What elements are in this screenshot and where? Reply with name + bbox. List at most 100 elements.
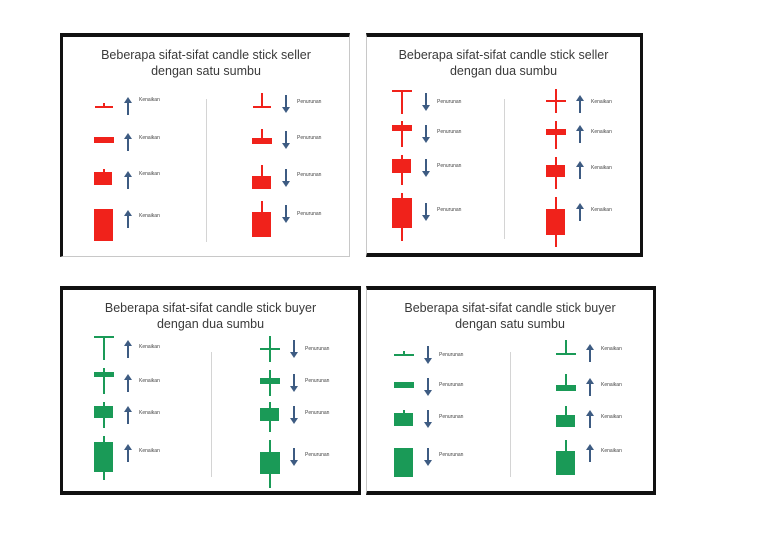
entry-label: Penurunan — [437, 207, 462, 213]
arrow-down-icon — [282, 95, 290, 113]
candlestick-icon — [391, 121, 413, 153]
candle-entry: Kenaikan — [545, 121, 640, 167]
candle-entry: Penurunan — [391, 155, 511, 201]
panel-buyer-two-wick: Beberapa sifat-sifat candle stick buyer … — [60, 286, 361, 495]
arrow-up-icon — [124, 210, 132, 228]
entry-label: Kenaikan — [591, 207, 612, 213]
entry-label: Penurunan — [439, 414, 464, 420]
entry-label: Kenaikan — [139, 171, 160, 177]
entry-label: Penurunan — [297, 99, 322, 105]
candle-entry: Penurunan — [393, 344, 513, 390]
arrow-down-icon — [424, 378, 432, 396]
candlestick-icon — [545, 157, 567, 191]
candlestick-icon — [545, 121, 567, 153]
candlestick-icon — [393, 344, 415, 390]
arrow-down-icon — [424, 346, 432, 364]
arrow-down-icon — [290, 340, 298, 358]
panel-seller-two-wick: Beberapa sifat-sifat candle stick seller… — [366, 33, 643, 257]
entry-label: Kenaikan — [601, 414, 622, 420]
candle-entry: Penurunan — [393, 408, 513, 454]
entry-label: Kenaikan — [139, 135, 160, 141]
candle-entry: Kenaikan — [545, 89, 640, 135]
candlestick-icon — [393, 378, 415, 424]
candle-entry: Penurunan — [393, 378, 513, 424]
candle-entry: Kenaikan — [93, 169, 213, 215]
entry-label: Penurunan — [297, 172, 322, 178]
panel-title-line2: dengan dua sumbu — [449, 64, 558, 78]
candle-entry: Kenaikan — [555, 440, 653, 486]
arrow-up-icon — [124, 171, 132, 189]
arrow-up-icon — [124, 406, 132, 424]
arrow-up-icon — [124, 97, 132, 115]
candlestick-icon — [259, 336, 281, 364]
arrow-up-icon — [124, 340, 132, 358]
candle-entry: Penurunan — [259, 402, 358, 448]
candle-entry: Penurunan — [251, 165, 349, 211]
column-divider — [206, 99, 207, 242]
candlestick-icon — [555, 340, 577, 386]
arrow-down-icon — [422, 203, 430, 221]
candlestick-icon — [93, 402, 115, 430]
entry-label: Penurunan — [437, 163, 462, 169]
candle-entry: Kenaikan — [93, 207, 213, 253]
candle-entry: Kenaikan — [93, 436, 213, 482]
panel-title: Beberapa sifat-sifat candle stick seller… — [367, 47, 640, 79]
panel-title-line2: dengan satu sumbu — [455, 317, 565, 331]
arrow-down-icon — [422, 125, 430, 143]
arrow-down-icon — [424, 448, 432, 466]
candle-entry: Kenaikan — [555, 406, 653, 452]
panel-seller-one-wick: Beberapa sifat-sifat candle stick seller… — [60, 33, 350, 257]
arrow-up-icon — [586, 410, 594, 428]
candlestick-icon — [259, 370, 281, 398]
entry-label: Penurunan — [305, 410, 330, 416]
candle-entry: Penurunan — [251, 201, 349, 247]
panel-title: Beberapa sifat-sifat candle stick buyer … — [367, 300, 653, 332]
panel-title-line1: Beberapa sifat-sifat candle stick seller — [398, 48, 609, 62]
candlestick-icon — [555, 440, 577, 480]
candlestick-icon — [93, 334, 115, 362]
candlestick-icon — [391, 89, 413, 119]
arrow-up-icon — [124, 444, 132, 462]
candlestick-icon — [93, 95, 115, 141]
entry-label: Kenaikan — [139, 97, 160, 103]
panel-buyer-one-wick: Beberapa sifat-sifat candle stick buyer … — [366, 286, 656, 495]
arrow-up-icon — [586, 378, 594, 396]
panel-title-line2: dengan dua sumbu — [156, 317, 265, 331]
candle-entry: Kenaikan — [93, 95, 213, 141]
panel-title: Beberapa sifat-sifat candle stick seller… — [63, 47, 349, 79]
candlestick-icon — [393, 408, 415, 454]
candle-entry: Penurunan — [251, 93, 349, 139]
candlestick-icon — [259, 402, 281, 434]
candlestick-icon — [93, 169, 115, 215]
entry-label: Penurunan — [297, 211, 322, 217]
candlestick-icon — [555, 374, 577, 420]
entry-label: Penurunan — [297, 135, 322, 141]
candle-entry: Penurunan — [251, 129, 349, 175]
entry-label: Kenaikan — [139, 378, 160, 384]
entry-label: Penurunan — [439, 352, 464, 358]
candle-entry: Kenaikan — [93, 334, 213, 380]
candle-entry: Kenaikan — [545, 197, 640, 247]
entry-label: Penurunan — [305, 346, 330, 352]
candlestick-icon — [251, 93, 273, 139]
arrow-down-icon — [290, 448, 298, 466]
arrow-up-icon — [586, 344, 594, 362]
column-divider — [210, 352, 212, 477]
candle-entry: Penurunan — [391, 89, 511, 135]
candle-entry: Penurunan — [393, 444, 513, 490]
arrow-down-icon — [290, 374, 298, 392]
candlestick-icon — [393, 444, 415, 484]
candle-entry: Kenaikan — [93, 133, 213, 179]
candle-entry: Penurunan — [259, 440, 358, 488]
candlestick-icon — [93, 436, 115, 482]
entry-label: Penurunan — [305, 378, 330, 384]
arrow-down-icon — [282, 205, 290, 223]
entry-label: Kenaikan — [139, 344, 160, 350]
arrow-up-icon — [576, 161, 584, 179]
candlestick-icon — [391, 193, 413, 243]
candlestick-icon — [93, 368, 115, 396]
arrow-up-icon — [576, 125, 584, 143]
arrow-up-icon — [586, 444, 594, 462]
entry-label: Kenaikan — [591, 129, 612, 135]
candle-entry: Penurunan — [259, 370, 358, 416]
